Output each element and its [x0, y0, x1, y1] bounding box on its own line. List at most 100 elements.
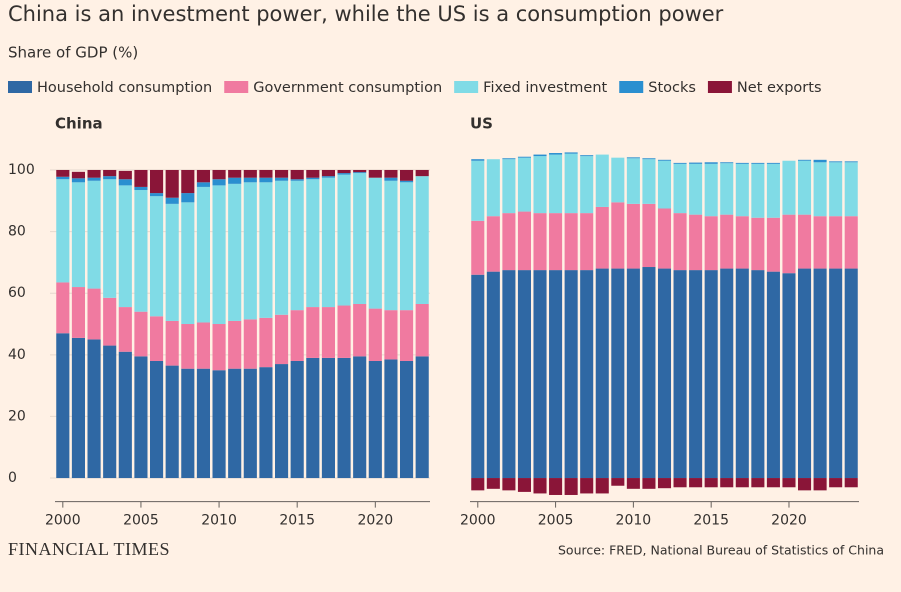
bar-segment — [71, 171, 85, 179]
bar-segment — [103, 297, 117, 346]
legend-label: Net exports — [737, 80, 822, 96]
bar-segment — [813, 268, 827, 479]
bar-segment — [56, 333, 70, 479]
bar-segment — [704, 270, 718, 479]
bar-segment — [735, 268, 749, 479]
bar-segment — [580, 155, 594, 157]
logo: FINANCIAL TIMES — [8, 539, 170, 559]
bar-segment — [321, 307, 335, 358]
bar-segment — [844, 478, 858, 488]
bar-segment — [71, 182, 85, 288]
subtitle: Share of GDP (%) — [8, 44, 138, 62]
bar-segment — [71, 287, 85, 338]
bar-segment — [813, 159, 827, 163]
bar-segment — [384, 177, 398, 181]
legend-swatch — [224, 81, 249, 93]
bar-segment — [549, 153, 563, 155]
x-tick-label: 2020 — [357, 513, 393, 529]
bar-segment — [290, 310, 304, 361]
x-tick-label: 2020 — [771, 513, 807, 529]
chart-title: China is an investment power, while the … — [8, 2, 724, 26]
bar-segment — [798, 160, 812, 215]
bar-segment — [704, 163, 718, 217]
y-tick-label: 40 — [8, 347, 26, 363]
legend-swatch — [619, 81, 644, 93]
bar-segment — [549, 478, 563, 495]
bar-segment — [829, 268, 843, 479]
bar-segment — [471, 478, 485, 491]
bar-segment — [782, 214, 796, 274]
bar-segment — [486, 159, 500, 217]
legend-swatch — [707, 81, 732, 93]
bar-segment — [533, 270, 547, 479]
bar-segment — [735, 478, 749, 488]
bar-segment — [611, 157, 625, 203]
bar-segment — [798, 268, 812, 479]
bar-segment — [673, 270, 687, 479]
bar-segment — [290, 180, 304, 311]
bar-segment — [337, 169, 351, 174]
bar-segment — [580, 156, 594, 214]
bar-segment — [306, 307, 320, 358]
bar-segment — [87, 339, 101, 479]
panel-title: China — [55, 115, 103, 133]
bar-segment — [196, 322, 210, 369]
bar-segment — [87, 169, 101, 178]
bar-segment — [275, 364, 289, 479]
bar-segment — [595, 206, 609, 269]
bar-segment — [642, 203, 656, 268]
bar-segment — [782, 160, 796, 215]
bar-segment — [580, 478, 594, 494]
legend-label: Government consumption — [253, 80, 442, 96]
bar-segment — [564, 152, 578, 154]
bar-segment — [766, 271, 780, 479]
bar-segment — [368, 308, 382, 361]
bar-segment — [87, 177, 101, 181]
bar-segment — [533, 154, 547, 157]
bar-segment — [259, 367, 273, 479]
bar-segment — [415, 356, 429, 479]
bar-segment — [533, 213, 547, 271]
bar-segment — [150, 360, 164, 479]
bar-segment — [735, 216, 749, 269]
bar-segment — [642, 267, 656, 479]
bar-segment — [766, 478, 780, 488]
bar-segment — [353, 356, 367, 479]
legend-swatch — [8, 81, 32, 93]
bar-segment — [829, 162, 843, 217]
bar-segment — [196, 186, 210, 323]
bar-segment — [642, 478, 656, 489]
bar-segment — [642, 159, 656, 204]
bar-segment — [611, 202, 625, 269]
bar-segment — [626, 203, 640, 269]
bar-segment — [657, 159, 672, 161]
bar-segment — [259, 169, 273, 178]
legend-label: Stocks — [648, 80, 696, 96]
bar-segment — [400, 180, 414, 183]
bar-segment — [766, 217, 780, 272]
bar-segment — [181, 193, 195, 203]
x-tick-label: 2015 — [693, 513, 729, 529]
bar-segment — [720, 163, 734, 215]
x-tick-label: 2005 — [123, 513, 159, 529]
bar-segment — [306, 357, 320, 479]
bar-segment — [689, 270, 703, 479]
bar-segment — [751, 217, 765, 271]
bar-segment — [368, 177, 382, 309]
bar-segment — [415, 176, 429, 304]
bar-segment — [228, 183, 242, 321]
x-tick-label: 2015 — [279, 513, 315, 529]
bar-segment — [751, 478, 765, 488]
bar-segment — [580, 270, 594, 479]
bar-segment — [766, 163, 780, 218]
bar-segment — [165, 365, 179, 479]
bar-segment — [766, 162, 780, 164]
bar-segment — [517, 211, 531, 271]
bar-segment — [829, 216, 843, 269]
bar-segment — [400, 169, 414, 181]
x-tick-label: 2000 — [460, 513, 496, 529]
bar-segment — [564, 478, 578, 495]
bar-segment — [243, 368, 257, 479]
bar-segment — [384, 180, 398, 311]
bar-segment — [337, 305, 351, 358]
